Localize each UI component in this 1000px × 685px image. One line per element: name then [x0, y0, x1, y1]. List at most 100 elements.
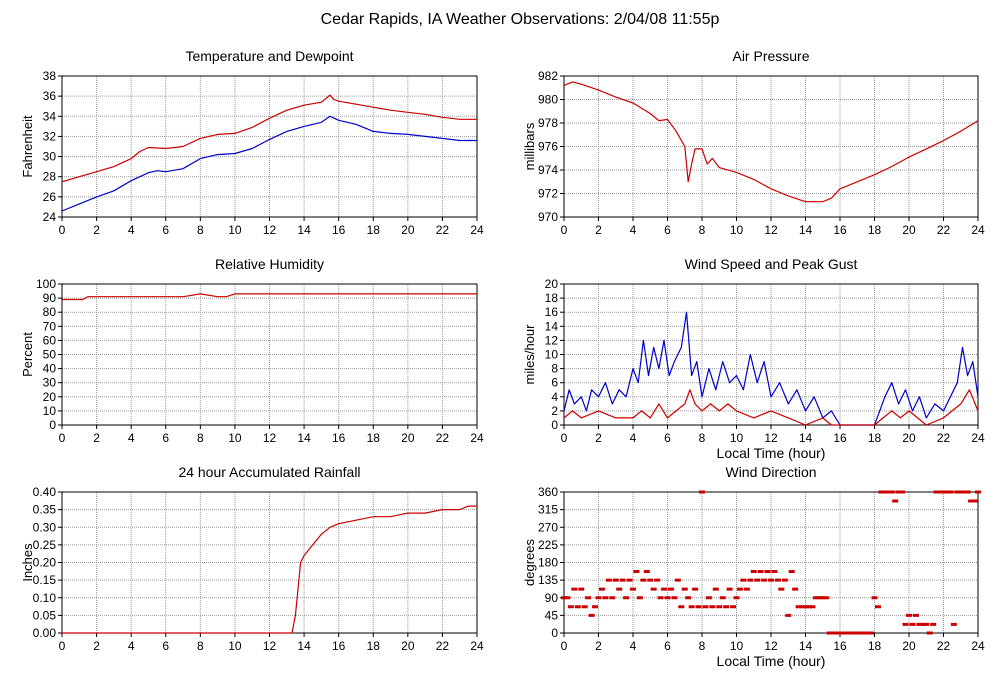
wind-x-tick-label: 6 [664, 431, 671, 445]
direction-point [785, 613, 792, 617]
direction-x-tick-label: 8 [699, 639, 706, 653]
direction-point [705, 596, 712, 600]
direction-point [616, 587, 623, 591]
direction-point [916, 622, 923, 626]
pressure-x-tick-label: 2 [595, 223, 602, 237]
wind-x-tick-label: 22 [937, 431, 951, 445]
direction-y-tick-label: 180 [538, 556, 558, 570]
rain-series-0-line [62, 505, 477, 634]
pressure-y-tick-label: 980 [538, 93, 558, 107]
direction-point [971, 499, 978, 503]
direction-point [588, 613, 595, 617]
pressure-y-tick-label: 970 [538, 210, 558, 224]
rain-x-tick-label: 6 [162, 639, 169, 653]
pressure-x-tick-label: 22 [937, 223, 951, 237]
humidity-y-tick-label: 40 [43, 362, 57, 376]
direction-point [923, 622, 930, 626]
humidity-y-tick-label: 10 [43, 404, 57, 418]
direction-x-tick-label: 12 [764, 639, 778, 653]
direction-point [695, 605, 702, 609]
humidity-x-tick-label: 6 [162, 431, 169, 445]
pressure-y-tick-label: 982 [538, 69, 558, 83]
direction-point [716, 605, 723, 609]
pressure-x-tick-label: 4 [630, 223, 637, 237]
temp-x-tick-label: 2 [93, 223, 100, 237]
temp-series-1-line [61, 115, 477, 212]
wind-series-1-line [563, 389, 979, 426]
direction-point [699, 490, 705, 494]
wind-y-tick-label: 18 [545, 291, 559, 305]
humidity-y-tick-label: 0 [49, 418, 56, 432]
direction-point [740, 578, 747, 582]
direction-point [609, 596, 616, 600]
direction-point [833, 631, 840, 635]
rain-x-tick-label: 18 [367, 639, 381, 653]
direction-point [812, 596, 819, 600]
direction-point [626, 578, 633, 582]
direction-point [819, 596, 826, 600]
temp-x-tick-label: 6 [162, 223, 169, 237]
page-title: Cedar Rapids, IA Weather Observations: 2… [321, 11, 720, 28]
temp-x-tick-label: 24 [470, 223, 484, 237]
direction-point [933, 490, 940, 494]
pressure-y-tick-label: 978 [538, 116, 558, 130]
direction-point [605, 578, 612, 582]
humidity-x-tick-label: 0 [59, 431, 66, 445]
wind-y-tick-label: 4 [551, 390, 558, 404]
direction-point [598, 587, 605, 591]
rain-x-tick-label: 8 [197, 639, 204, 653]
pressure-x-tick-label: 0 [561, 223, 568, 237]
direction-point [567, 605, 574, 609]
direction-point [871, 596, 878, 600]
direction-point [888, 490, 895, 494]
wind-x-tick-label: 20 [902, 431, 916, 445]
direction-point [937, 490, 944, 494]
pressure-series-0-line [563, 81, 979, 203]
direction-point [909, 622, 916, 626]
wind-x-tick-label: 10 [730, 431, 744, 445]
rain-x-tick-label: 0 [59, 639, 66, 653]
direction-point [906, 613, 912, 617]
direction-point [561, 596, 567, 600]
direction-point [881, 490, 888, 494]
direction-point [712, 587, 719, 591]
direction-point [564, 596, 571, 600]
pressure-x-tick-label: 16 [833, 223, 847, 237]
direction-point [874, 605, 881, 609]
direction-point [895, 490, 902, 494]
direction-y-tick-label: 270 [538, 520, 558, 534]
temp-x-tick-label: 14 [297, 223, 311, 237]
direction-point [768, 578, 774, 582]
direction-point [664, 596, 671, 600]
rain-x-tick-label: 12 [263, 639, 277, 653]
pressure-x-tick-label: 18 [868, 223, 882, 237]
direction-point [757, 570, 764, 574]
rain-x-tick-label: 14 [297, 639, 311, 653]
direction-point [623, 596, 630, 600]
direction-point [902, 622, 909, 626]
rain-x-tick-label: 10 [228, 639, 242, 653]
direction-point [781, 578, 788, 582]
direction-point [747, 578, 754, 582]
direction-point [862, 631, 869, 635]
direction-point [585, 596, 592, 600]
rain-y-tick-label: 0.10 [33, 591, 57, 605]
direction-point [975, 490, 981, 494]
direction-x-tick-label: 2 [595, 639, 602, 653]
direction-point [688, 605, 695, 609]
direction-point [774, 578, 781, 582]
wind-y-tick-label: 2 [551, 404, 558, 418]
pressure-x-tick-label: 20 [902, 223, 916, 237]
direction-x-tick-label: 16 [833, 639, 847, 653]
pressure-x-tick-label: 10 [730, 223, 744, 237]
direction-point [630, 587, 636, 591]
direction-point [578, 587, 585, 591]
humidity-x-tick-label: 24 [470, 431, 484, 445]
direction-x-tick-label: 4 [630, 639, 637, 653]
direction-y-axis-label: degrees [522, 539, 537, 586]
wind-x-tick-label: 14 [799, 431, 813, 445]
direction-point [619, 578, 626, 582]
rain-x-tick-label: 2 [93, 639, 100, 653]
